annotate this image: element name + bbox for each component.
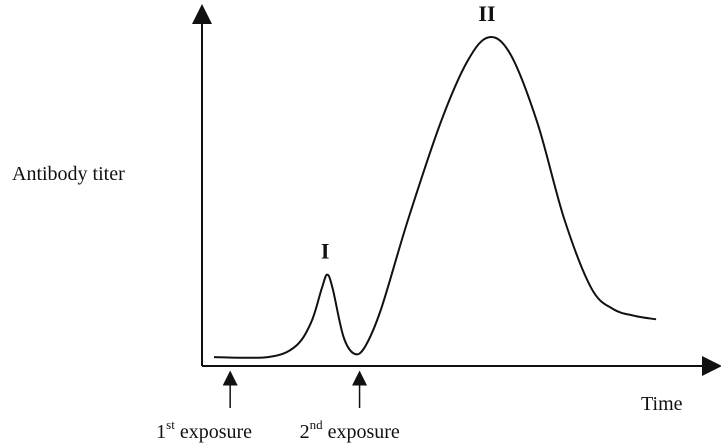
y-axis-label: Antibody titer <box>12 163 125 185</box>
curve-layer <box>213 36 657 359</box>
antibody-curve <box>213 36 657 359</box>
exposure-label-2: 2nd exposure <box>300 417 400 443</box>
peak-label-2: II <box>478 1 495 26</box>
peak-labels: III <box>321 1 496 263</box>
exposure-label-1: 1st exposure <box>156 417 252 443</box>
x-axis-label: Time <box>641 393 683 415</box>
exposure-annotations: 1st exposure 2nd exposure <box>156 370 400 443</box>
peak-label-1: I <box>321 239 330 264</box>
